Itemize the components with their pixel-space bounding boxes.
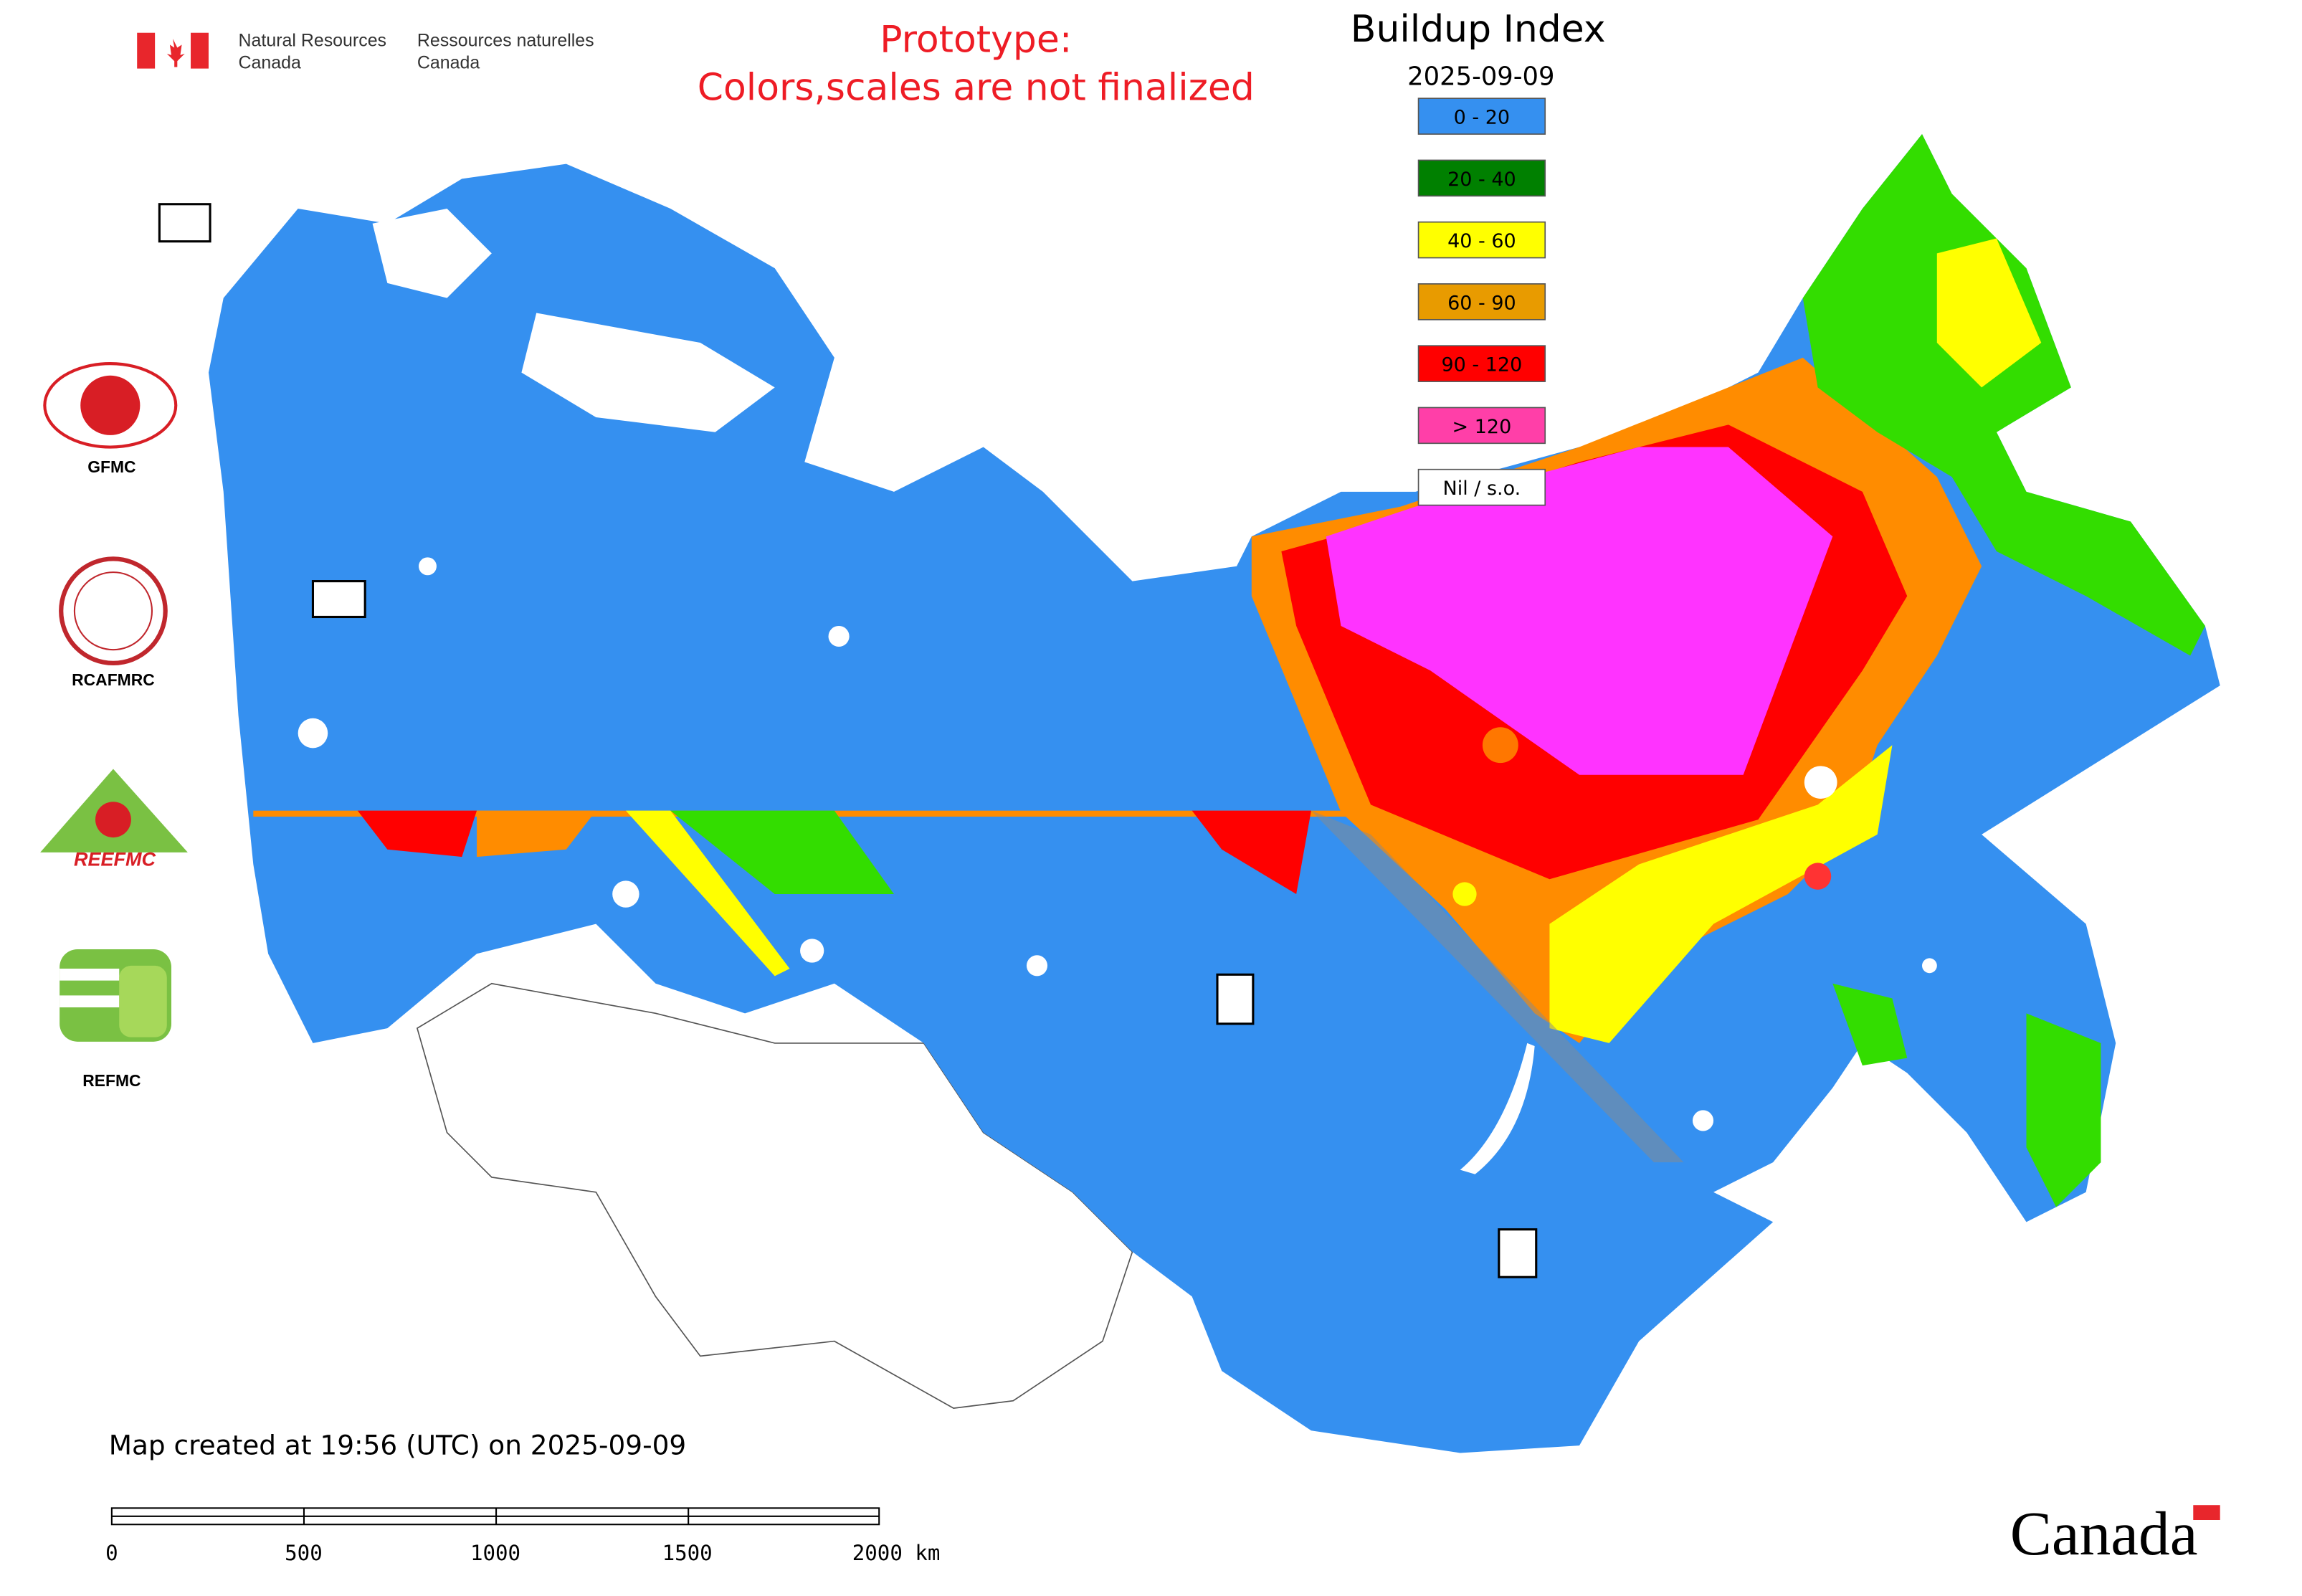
legend-date: 2025-09-09	[1407, 62, 1554, 91]
sea	[521, 313, 775, 432]
scale-label: 500	[285, 1541, 323, 1565]
map	[158, 134, 2220, 1453]
dept-en: Canada	[239, 53, 301, 73]
legend-label: 20 - 40	[1447, 168, 1516, 191]
legend-label: Nil / s.o.	[1443, 478, 1521, 500]
artifact	[670, 810, 894, 895]
flag	[137, 32, 209, 69]
created-note: Map created at 19:56 (UTC) on 2025-09-09	[109, 1430, 686, 1461]
logo-refmc	[60, 949, 172, 1042]
logo-gfmc	[43, 362, 178, 449]
logo-reefmc	[40, 769, 188, 852]
logo-wordmark: REEFMC	[74, 849, 156, 870]
legend-swatch	[1417, 468, 1546, 506]
artifact	[477, 810, 596, 858]
logo-rcafmrc	[59, 556, 168, 666]
logo-label: GFMC	[87, 457, 135, 476]
scale-label: 1000	[470, 1541, 520, 1565]
logo-label: RCAFMRC	[72, 670, 155, 689]
legend-label: 90 - 120	[1441, 354, 1522, 376]
artifact	[357, 810, 477, 858]
legend-swatch	[1417, 98, 1546, 135]
mini-logos	[158, 203, 1538, 1278]
legend-title: Buildup Index	[1351, 8, 1606, 51]
lakes	[298, 557, 1937, 1174]
scale-bar	[110, 1507, 880, 1526]
legend-label: 40 - 60	[1447, 230, 1516, 252]
bui-yellow	[1936, 238, 2042, 388]
legend-label: > 120	[1452, 416, 1512, 438]
dept-en: Natural Resources	[239, 30, 387, 50]
legend-label: 0 - 20	[1454, 107, 1510, 129]
legend-swatch	[1417, 159, 1546, 197]
dept-fr: Canada	[417, 53, 480, 73]
bui-magenta	[1326, 447, 1833, 775]
bui-yellow	[1549, 745, 1893, 1043]
wordmark-flag	[2193, 1505, 2220, 1520]
sea	[372, 208, 492, 298]
scale-label: 0	[105, 1541, 118, 1565]
bui-green	[2026, 1013, 2101, 1207]
legend-swatch	[1417, 407, 1546, 445]
notice: Prototype:	[880, 19, 1072, 62]
artifact	[1192, 810, 1311, 895]
dept-fr: Ressources naturelles	[417, 30, 594, 50]
central-asia	[416, 982, 1133, 1409]
scale-label: 2000 km	[852, 1541, 941, 1565]
legend-swatch	[1417, 345, 1546, 382]
scale-label: 1500	[662, 1541, 713, 1565]
bui-green	[1802, 134, 2205, 656]
artifact	[1311, 810, 1684, 1163]
scale-labels: 0 500 1000 1500 2000 km	[105, 1541, 940, 1565]
canada-wordmark: Canada	[2010, 1498, 2198, 1568]
notice: Colors,scales are not finalized	[698, 66, 1255, 109]
legend-label: 60 - 90	[1447, 292, 1516, 314]
legend-swatch	[1417, 221, 1546, 259]
logo-label: REFMC	[82, 1071, 141, 1090]
artifact	[625, 810, 790, 977]
bui-green	[1832, 983, 1908, 1066]
legend-swatch	[1417, 283, 1546, 320]
legend: 0 - 20 20 - 40 40 - 60 60 - 90 90 - 120 > 120…	[1417, 98, 1546, 506]
